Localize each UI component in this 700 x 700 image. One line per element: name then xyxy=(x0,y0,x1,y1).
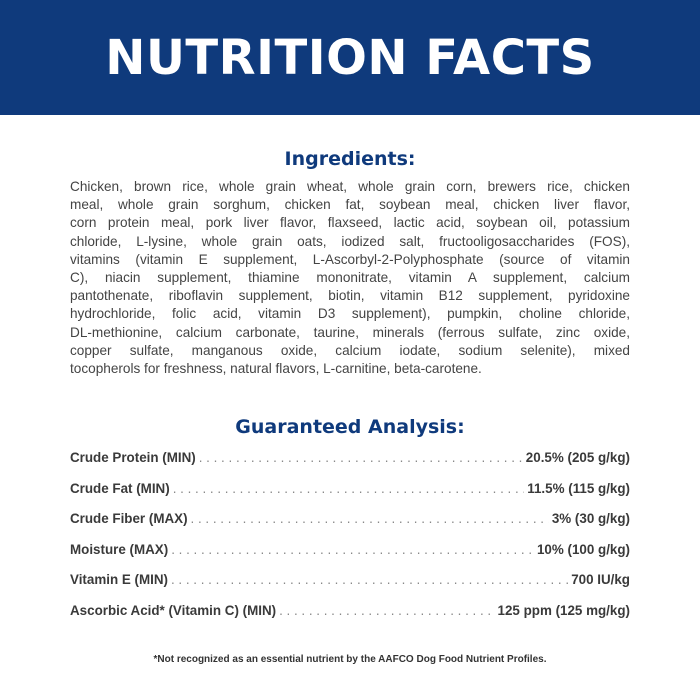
ingredients-line: vitamins (vitamin E supplement, L-Ascorb… xyxy=(70,251,630,267)
analysis-row: Vitamin E (MIN) 700 IU/kg xyxy=(70,572,630,603)
dot-leader xyxy=(191,511,549,526)
ingredients-heading: Ingredients: xyxy=(284,148,416,170)
analysis-table: Crude Protein (MIN)20.5% (205 g/kg)Crude… xyxy=(70,450,630,634)
nutrient-label: Moisture (MAX) xyxy=(70,541,169,557)
nutrient-label: Crude Fat (MIN) xyxy=(70,480,170,496)
nutrient-value: 10% (100 g/kg) xyxy=(536,541,630,557)
analysis-heading: Guaranteed Analysis: xyxy=(235,416,465,438)
ingredients-line: copper sulfate, manganous oxide, calcium… xyxy=(70,342,630,358)
analysis-row: Crude Fat (MIN) 11.5% (115 g/kg) xyxy=(70,481,630,512)
nutrient-label: Crude Fiber (MAX) xyxy=(70,511,188,527)
nutrient-value: 700 IU/kg xyxy=(571,572,630,588)
footnote: *Not recognized as an essential nutrient… xyxy=(153,654,547,665)
ingredients-line: Chicken, brown rice, whole grain wheat, … xyxy=(70,179,630,194)
dot-leader xyxy=(171,572,568,587)
header-banner: NUTRITION FACTS xyxy=(0,0,700,115)
page-title: NUTRITION FACTS xyxy=(105,29,595,86)
ingredients-line: pantothenate, riboflavin supplement, bio… xyxy=(70,288,630,304)
analysis-row: Crude Fiber (MAX) 3% (30 g/kg) xyxy=(70,511,630,542)
ingredients-line: C), niacin supplement, thiamine mononitr… xyxy=(70,270,630,286)
dot-leader xyxy=(171,542,534,557)
ingredients-line: DL-methionine, calcium carbonate, taurin… xyxy=(70,324,630,340)
ingredients-text: Chicken, brown rice, whole grain wheat, … xyxy=(70,178,630,378)
nutrient-value: 11.5% (115 g/kg) xyxy=(527,480,630,496)
nutrient-label: Vitamin E (MIN) xyxy=(70,572,168,588)
nutrient-label: Ascorbic Acid* (Vitamin C) (MIN) xyxy=(70,602,277,618)
ingredients-line: hydrochloride, folic acid, vitamin D3 su… xyxy=(70,306,630,322)
nutrient-value: 20.5% (205 g/kg) xyxy=(525,450,630,465)
dot-leader xyxy=(173,481,525,496)
nutrient-value: 3% (30 g/kg) xyxy=(551,511,630,527)
analysis-row: Crude Protein (MIN) 20.5% (205 g/kg) xyxy=(70,450,630,481)
dot-leader xyxy=(279,603,494,618)
nutrient-value: 125 ppm (125 mg/kg) xyxy=(497,602,630,618)
ingredients-line: chloride, L-lysine, whole grain oats, io… xyxy=(70,233,630,249)
ingredients-line: tocopherols for freshness, natural flavo… xyxy=(70,361,482,377)
dot-leader xyxy=(199,450,523,465)
ingredients-line: corn protein meal, pork liver flavor, fl… xyxy=(70,215,630,231)
nutrient-label: Crude Protein (MIN) xyxy=(70,450,196,465)
analysis-row: Moisture (MAX) 10% (100 g/kg) xyxy=(70,542,630,573)
analysis-row: Ascorbic Acid* (Vitamin C) (MIN) 125 ppm … xyxy=(70,603,630,634)
ingredients-line: meal, whole grain sorghum, chicken fat, … xyxy=(70,197,630,213)
